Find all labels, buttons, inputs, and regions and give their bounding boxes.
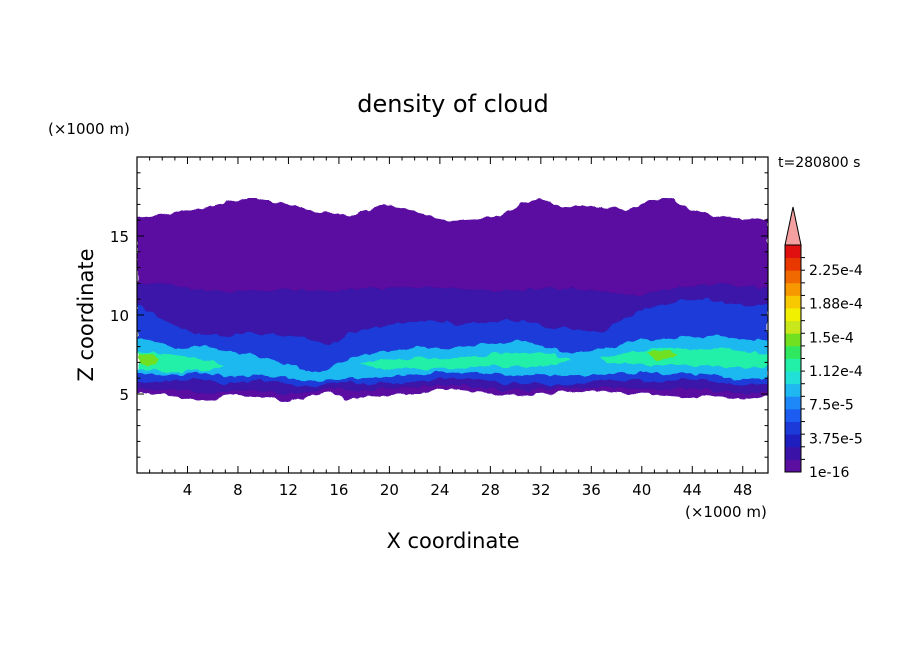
colorbar-label: 1e-16: [809, 465, 849, 481]
time-label: t=280800 s: [778, 155, 860, 171]
y-tick-label: 5: [119, 386, 129, 404]
cloud-layer-green: [137, 348, 768, 372]
colorbar-swatch: [785, 257, 801, 271]
x-tick-label: 16: [329, 481, 348, 499]
x-tick-label: 28: [481, 481, 500, 499]
colorbar-swatch: [785, 270, 801, 284]
y-tick-label: 10: [110, 307, 129, 325]
colorbar-swatch: [785, 245, 801, 259]
colorbar-label: 1.88e-4: [809, 297, 863, 313]
x-axis-label: X coordinate: [386, 529, 519, 553]
x-tick-label: 8: [233, 481, 243, 499]
x-axis-ticks: 4 8 12 16 20 24 28 32 36 40 44 48: [149, 157, 756, 499]
y-axis-ticks: 5 10 15: [110, 172, 768, 458]
x-tick-label: 44: [683, 481, 702, 499]
colorbar-swatch: [785, 383, 801, 397]
colorbar-swatch: [785, 333, 801, 347]
x-tick-label: 36: [582, 481, 601, 499]
colorbar-label: 2.25e-4: [809, 263, 863, 279]
cloud-field: [137, 198, 768, 402]
colorbar-swatch: [785, 358, 801, 372]
colorbar-swatch: [785, 295, 801, 309]
colorbar-label: 3.75e-5: [809, 431, 863, 447]
y-unit-label: (×1000 m): [48, 120, 130, 138]
cloud-layer-cyan: [137, 336, 768, 381]
colorbar-swatch: [785, 282, 801, 296]
chart-title: density of cloud: [357, 90, 548, 118]
x-unit-label: (×1000 m): [685, 503, 767, 521]
x-tick-label: 32: [531, 481, 550, 499]
colorbar-swatch: [785, 434, 801, 448]
colorbar-label: 1.12e-4: [809, 364, 863, 380]
colorbar-swatch: [785, 446, 801, 460]
y-tick-label: 15: [110, 228, 129, 246]
x-tick-label: 40: [632, 481, 651, 499]
y-axis-label: Z coordinate: [74, 248, 98, 381]
x-tick-label: 48: [733, 481, 752, 499]
colorbar-label: 7.5e-5: [809, 398, 854, 414]
x-tick-label: 4: [183, 481, 193, 499]
x-tick-label: 24: [430, 481, 449, 499]
colorbar-swatch: [785, 345, 801, 359]
x-tick-label: 20: [380, 481, 399, 499]
colorbar-label: 1.5e-4: [809, 330, 854, 346]
colorbar-swatch: [785, 421, 801, 435]
colorbar-swatch: [785, 308, 801, 322]
x-tick-label: 12: [279, 481, 298, 499]
colorbar: 1e-16 3.75e-5 7.5e-5 1.12e-4 1.5e-4 1.88e-4 2.…: [784, 206, 863, 481]
colorbar-extend-arrow: [784, 206, 802, 246]
colorbar-swatch: [785, 459, 801, 473]
colorbar-swatch: [785, 371, 801, 385]
colorbar-swatch: [785, 408, 801, 422]
colorbar-swatch: [785, 320, 801, 334]
colorbar-swatch: [785, 396, 801, 410]
